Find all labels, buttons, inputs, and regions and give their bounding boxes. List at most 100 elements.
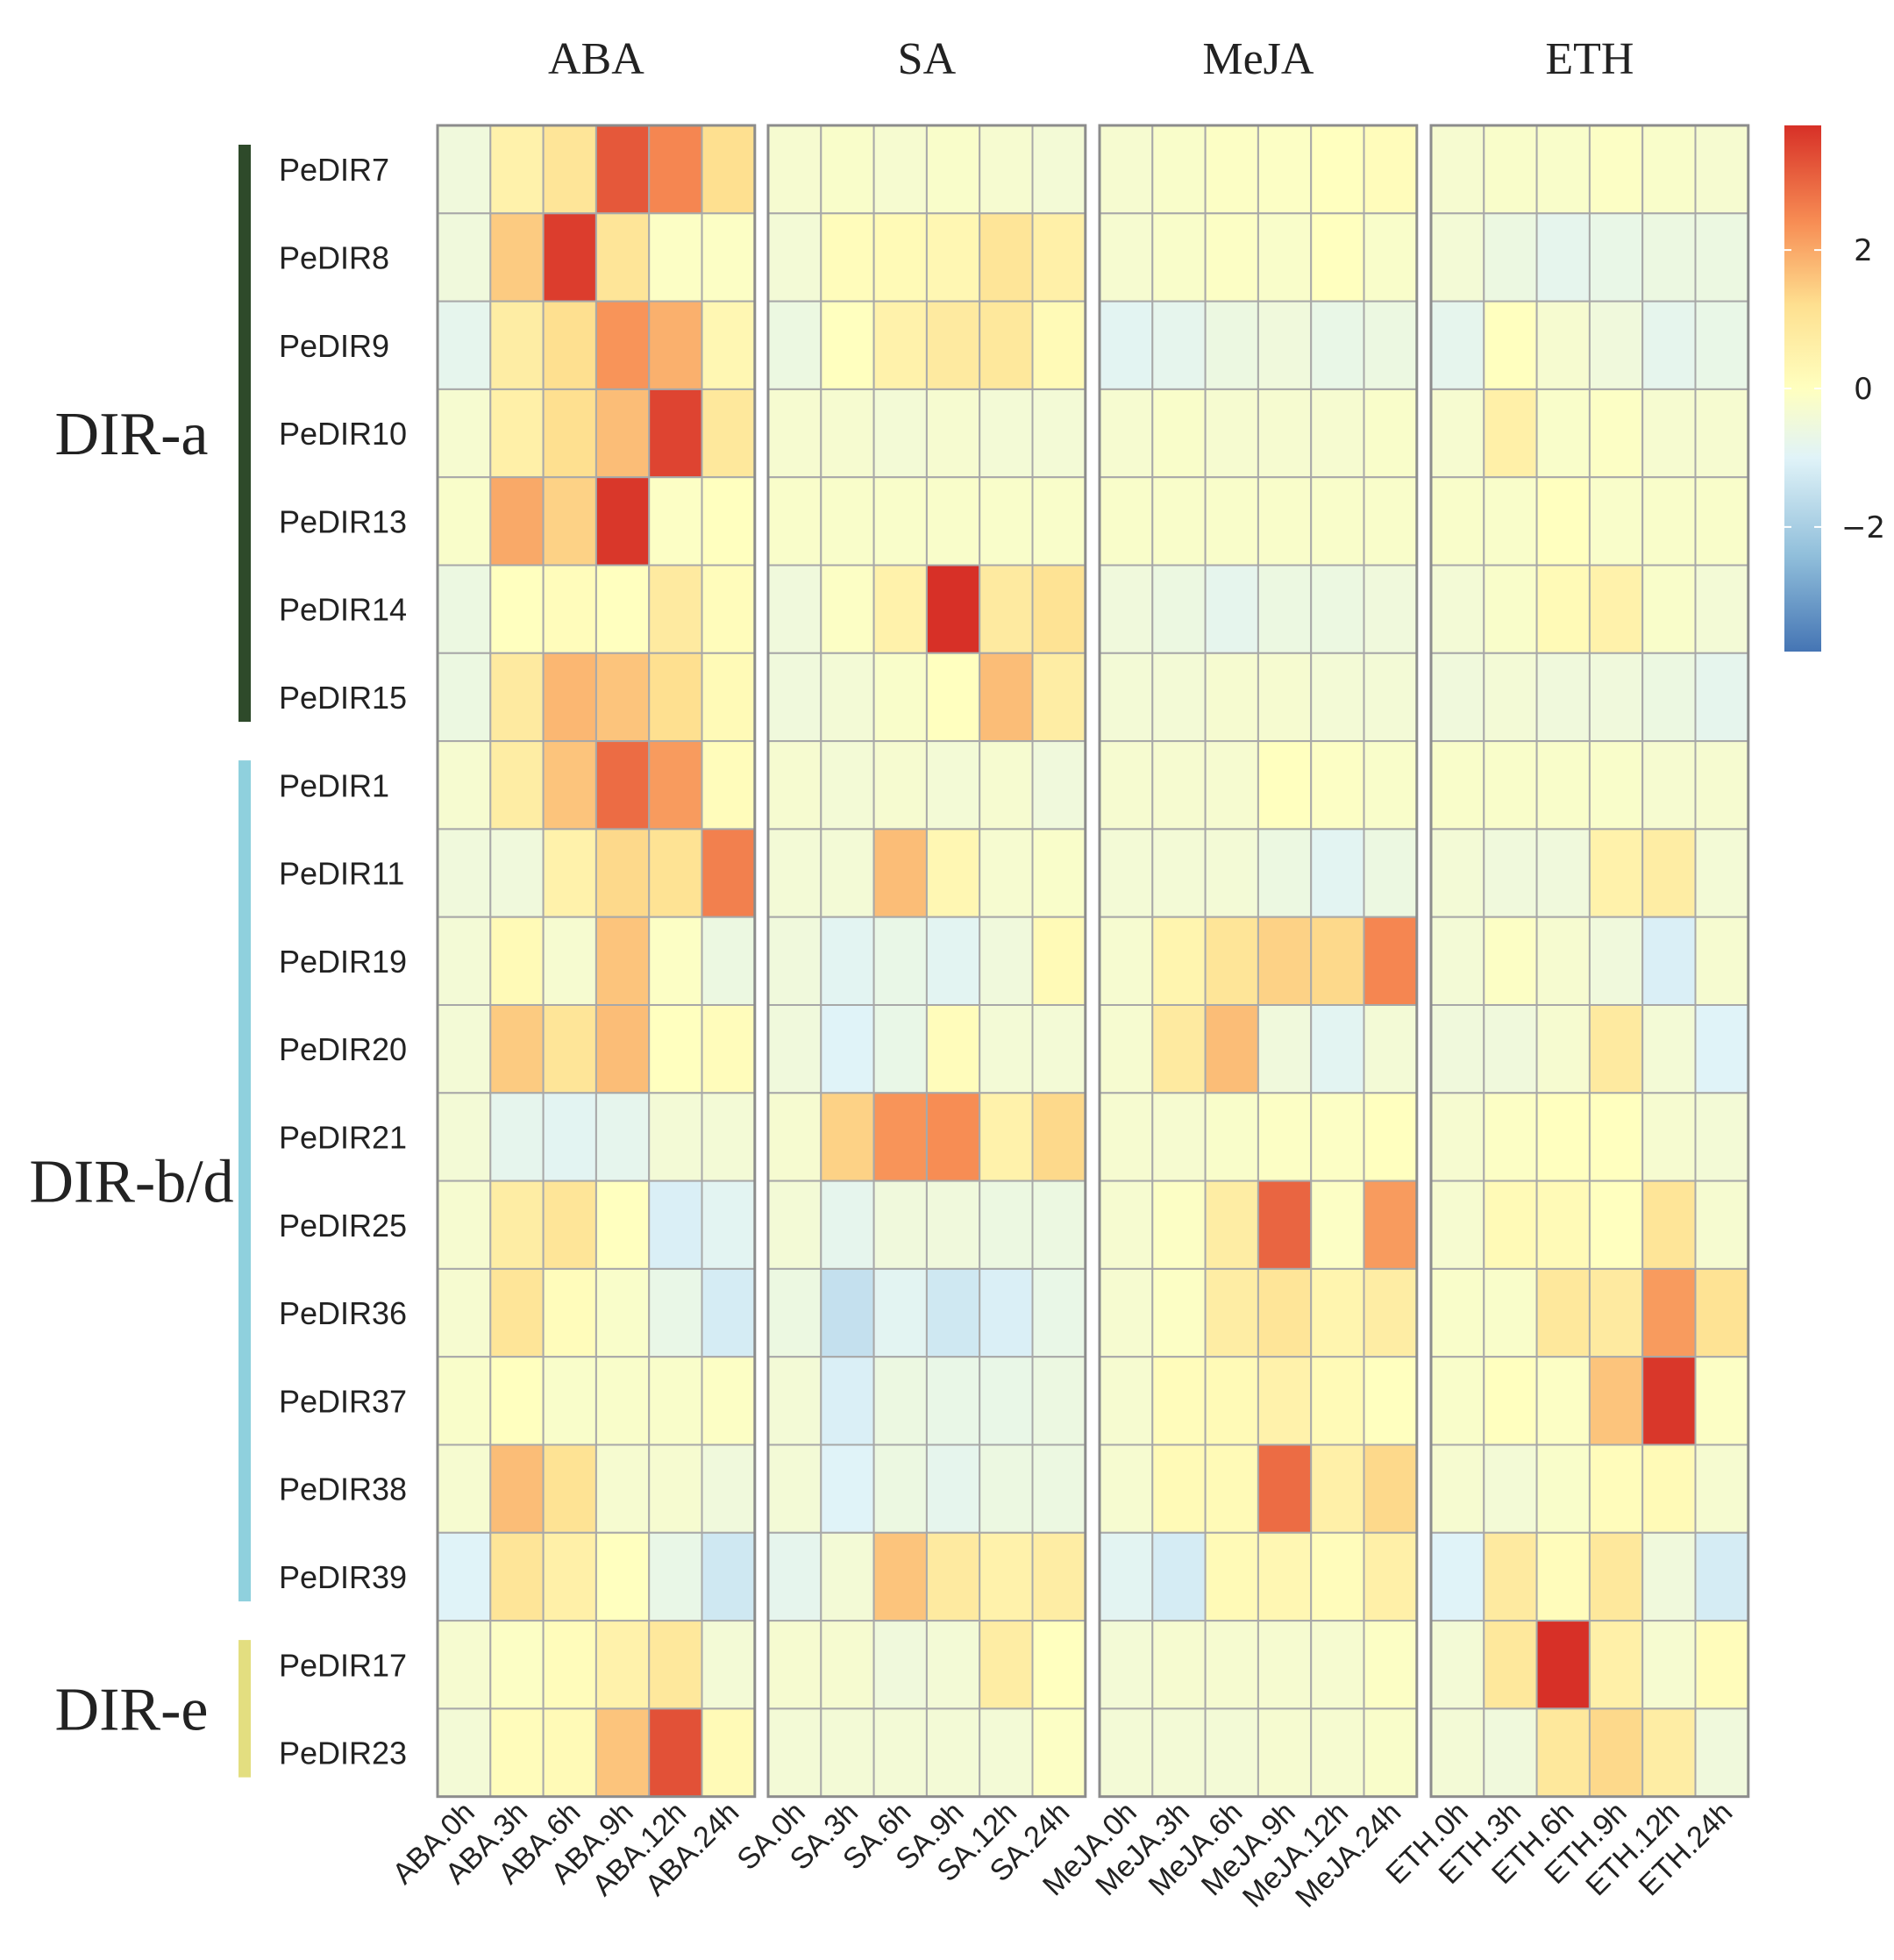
heatmap-cell [767,1092,822,1182]
heatmap-cell [872,212,928,303]
heatmap-cell [595,828,651,918]
heatmap-cell [1430,125,1485,215]
heatmap-cell [437,212,492,303]
row-label: PeDIR39 [279,1559,407,1595]
heatmap-cell [1535,1707,1591,1798]
heatmap-cell [1363,916,1418,1006]
heatmap-cell [1588,652,1644,743]
heatmap-cell [437,916,492,1006]
heatmap-cell [925,564,981,654]
heatmap-cell [701,212,756,303]
heatmap-cell [1257,300,1313,390]
heatmap-cell [1099,125,1154,215]
heatmap-cell [701,1620,756,1710]
heatmap-cell [437,652,492,743]
heatmap-cell [872,916,928,1006]
heatmap-cell [1588,300,1644,390]
heatmap-cell [542,652,597,743]
heatmap-cell [1641,916,1697,1006]
heatmap-cell [489,125,545,215]
heatmap-cell [1694,1180,1749,1270]
heatmap-cell [925,1707,981,1798]
heatmap-cell [767,916,822,1006]
panel-title: ABA [548,34,644,84]
heatmap-cell [925,1531,981,1622]
heatmap-cell [1483,1092,1538,1182]
heatmap-cell [925,125,981,215]
heatmap-cell [979,1092,1034,1182]
heatmap-cell [701,828,756,918]
heatmap-cell [489,1267,545,1358]
heatmap-cell [1363,1443,1418,1534]
heatmap-cell [1430,1356,1485,1446]
heatmap-cell [1430,300,1485,390]
heatmap-cell [489,652,545,743]
panel-border [436,124,757,1799]
heatmap-cell [1694,916,1749,1006]
heatmap-cell [1099,916,1154,1006]
row-label: PeDIR9 [279,328,389,364]
heatmap-cell [1151,300,1207,390]
heatmap-cell [1588,1092,1644,1182]
heatmap-cell [1588,125,1644,215]
heatmap-cell [489,1180,545,1270]
heatmap-cell [595,1707,651,1798]
heatmap-cell [1151,1620,1207,1710]
heatmap-cell [1430,388,1485,479]
heatmap-cell [648,1443,703,1534]
heatmap-cell [542,740,597,830]
heatmap-cell [489,916,545,1006]
heatmap-cell [1363,388,1418,479]
heatmap-cell [1363,1092,1418,1182]
group-label: DIR-b/d [29,1149,233,1216]
heatmap-cell [820,740,875,830]
heatmap-cell [1641,1707,1697,1798]
heatmap-cell [820,300,875,390]
heatmap-cell [437,564,492,654]
heatmap-cell [1694,1092,1749,1182]
heatmap-cell [1310,916,1365,1006]
heatmap-cell [437,1531,492,1622]
heatmap-cell [489,1004,545,1094]
heatmap-cell [437,125,492,215]
heatmap-cell [820,1180,875,1270]
heatmap-cell [1588,916,1644,1006]
heatmap-cell [1588,740,1644,830]
heatmap-cell [1430,1180,1485,1270]
heatmap-cell [1257,1443,1313,1534]
heatmap-cell [925,828,981,918]
heatmap-cell [1257,476,1313,567]
heatmap-cell [1204,1531,1259,1622]
color-legend: 2 0 −2 [1784,125,1885,652]
heatmap-cell [820,916,875,1006]
heatmap-cell [489,1092,545,1182]
heatmap-cell [437,1356,492,1446]
heatmap-cell [1310,212,1365,303]
heatmap-cell [1031,1531,1086,1622]
heatmap-cell [872,388,928,479]
row-label: PeDIR11 [279,856,404,892]
heatmap-cell [1151,828,1207,918]
heatmap-cell [648,1356,703,1446]
heatmap-cell [767,828,822,918]
heatmap-cell [925,476,981,567]
heatmap-cell [701,1180,756,1270]
heatmap-cell [1363,1180,1418,1270]
heatmap-cell [1694,125,1749,215]
heatmap-cell [1430,1004,1485,1094]
panel-title: MeJA [1202,34,1314,84]
heatmap-cell [542,1180,597,1270]
heatmap-cell [1310,564,1365,654]
heatmap-cell [1310,388,1365,479]
heatmap-cell [1588,388,1644,479]
heatmap-cell [489,1531,545,1622]
heatmap-cell [767,652,822,743]
heatmap-cell [489,300,545,390]
row-label: PeDIR15 [279,680,407,716]
heatmap-cell [767,476,822,567]
heatmap-cell [1099,652,1154,743]
heatmap-cell [595,300,651,390]
heatmap-cell [1204,1707,1259,1798]
heatmap-cell [1257,652,1313,743]
